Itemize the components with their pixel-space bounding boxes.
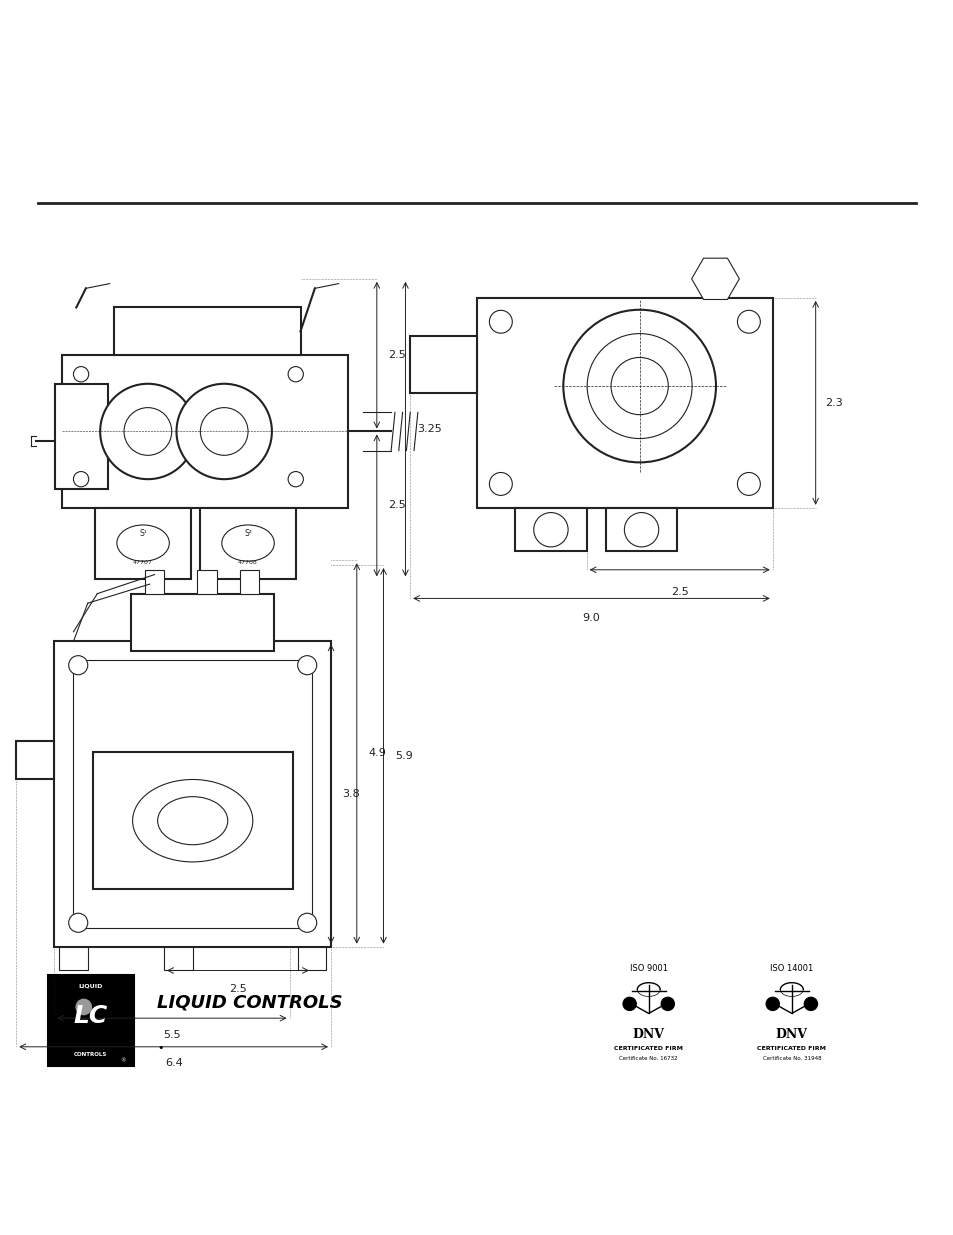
Text: 2.5: 2.5 bbox=[229, 984, 247, 994]
Circle shape bbox=[737, 310, 760, 333]
Text: 6.4: 6.4 bbox=[165, 1058, 182, 1068]
Circle shape bbox=[489, 473, 512, 495]
Bar bbox=[131, 594, 274, 651]
Text: 2.5: 2.5 bbox=[388, 351, 406, 361]
Text: 2.5: 2.5 bbox=[388, 500, 406, 510]
Text: •: • bbox=[157, 1042, 164, 1052]
Bar bbox=[16, 741, 54, 779]
Bar bbox=[197, 569, 216, 594]
Bar bbox=[515, 508, 586, 551]
Bar bbox=[62, 356, 348, 508]
Text: 2.3: 2.3 bbox=[824, 398, 842, 408]
Text: DNV: DNV bbox=[775, 1028, 807, 1041]
Text: LIQUID: LIQUID bbox=[78, 983, 103, 989]
Bar bbox=[200, 508, 295, 579]
Bar bbox=[145, 569, 164, 594]
Text: 5.5: 5.5 bbox=[163, 1030, 180, 1040]
Circle shape bbox=[288, 472, 303, 487]
Bar bbox=[59, 947, 88, 971]
Circle shape bbox=[737, 473, 760, 495]
Circle shape bbox=[76, 999, 91, 1015]
Text: LIQUID CONTROLS: LIQUID CONTROLS bbox=[157, 993, 343, 1011]
Bar bbox=[297, 947, 326, 971]
Text: LC: LC bbox=[73, 1004, 108, 1028]
Circle shape bbox=[534, 513, 568, 547]
Text: CERTIFICATED FIRM: CERTIFICATED FIRM bbox=[757, 1046, 825, 1051]
Text: 9.0: 9.0 bbox=[582, 613, 599, 622]
Text: S¹: S¹ bbox=[139, 529, 147, 538]
Circle shape bbox=[489, 310, 512, 333]
Circle shape bbox=[623, 513, 659, 547]
Text: DNV: DNV bbox=[632, 1028, 664, 1041]
Text: Certificate No. 31948: Certificate No. 31948 bbox=[761, 1056, 821, 1061]
Text: CERTIFICATED FIRM: CERTIFICATED FIRM bbox=[614, 1046, 682, 1051]
Text: 3.8: 3.8 bbox=[342, 789, 360, 799]
Circle shape bbox=[176, 384, 272, 479]
Bar bbox=[54, 641, 331, 947]
Text: Certificate No. 16732: Certificate No. 16732 bbox=[618, 1056, 678, 1061]
Circle shape bbox=[622, 997, 636, 1010]
Text: ISO 9001: ISO 9001 bbox=[629, 965, 667, 973]
Bar bbox=[73, 661, 312, 927]
Circle shape bbox=[100, 384, 195, 479]
Circle shape bbox=[73, 367, 89, 382]
Circle shape bbox=[803, 997, 817, 1010]
Text: 3.25: 3.25 bbox=[416, 424, 441, 433]
Circle shape bbox=[73, 472, 89, 487]
Bar bbox=[114, 308, 300, 356]
Circle shape bbox=[297, 656, 316, 674]
Bar bbox=[48, 976, 133, 1066]
Text: 47707: 47707 bbox=[133, 559, 152, 564]
Circle shape bbox=[765, 997, 779, 1010]
Circle shape bbox=[288, 367, 303, 382]
Bar bbox=[164, 947, 193, 971]
Ellipse shape bbox=[157, 797, 228, 845]
Text: 2.5: 2.5 bbox=[670, 587, 688, 597]
Text: CONTROLS: CONTROLS bbox=[74, 1051, 107, 1057]
Circle shape bbox=[124, 408, 172, 456]
Bar bbox=[55, 384, 108, 489]
Circle shape bbox=[610, 357, 667, 415]
Text: S²: S² bbox=[244, 529, 252, 538]
Circle shape bbox=[69, 656, 88, 674]
Polygon shape bbox=[691, 258, 739, 299]
Circle shape bbox=[586, 333, 692, 438]
Bar bbox=[95, 508, 191, 579]
Bar bbox=[240, 569, 259, 594]
Bar bbox=[605, 508, 677, 551]
Text: ISO 14001: ISO 14001 bbox=[769, 965, 813, 973]
Circle shape bbox=[562, 310, 715, 462]
Text: 5.9: 5.9 bbox=[395, 751, 413, 761]
Ellipse shape bbox=[221, 525, 274, 561]
Ellipse shape bbox=[132, 779, 253, 862]
Bar bbox=[476, 298, 772, 508]
Bar bbox=[92, 752, 293, 889]
Ellipse shape bbox=[116, 525, 170, 561]
Circle shape bbox=[200, 408, 248, 456]
Text: 4.9: 4.9 bbox=[368, 748, 386, 758]
Bar bbox=[410, 336, 476, 393]
Circle shape bbox=[297, 913, 316, 932]
Circle shape bbox=[660, 997, 674, 1010]
Text: 47708: 47708 bbox=[238, 559, 257, 564]
Text: ®: ® bbox=[120, 1058, 126, 1063]
Circle shape bbox=[69, 913, 88, 932]
